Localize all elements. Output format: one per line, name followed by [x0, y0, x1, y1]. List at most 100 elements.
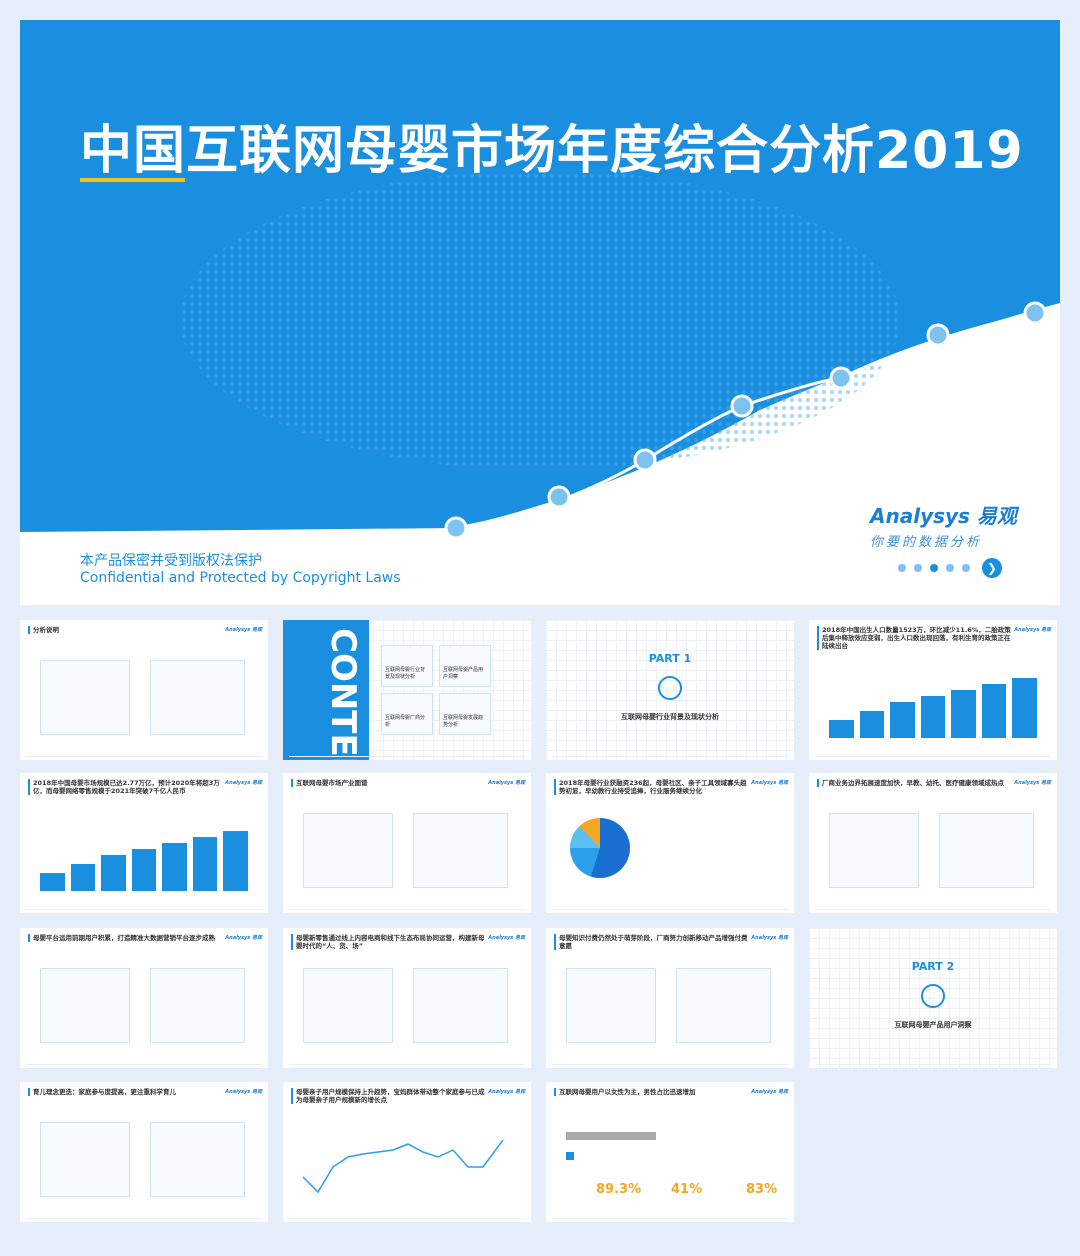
diagram-block [676, 968, 771, 1043]
part-label: PART 1 [648, 652, 692, 665]
slide-logo: Analysys 易观 [488, 1089, 525, 1095]
report-title: 中国互联网母婴市场年度综合分析2019 [80, 121, 1024, 181]
slide-title: 育儿理念更迭：家庭参与度提高，更注重科学育儿 [28, 1088, 226, 1096]
pager-dot[interactable] [914, 564, 922, 572]
diagram-block [40, 1122, 130, 1197]
diagram-block [150, 968, 245, 1043]
slide-thumbnail[interactable]: 互联网母婴用户以女性为主，男性占比迅速增加 Analysys 易观 89.3% 41%… [546, 1082, 794, 1222]
slide-thumbnail[interactable]: 分析说明 Analysys 易观 [20, 620, 268, 760]
copyright-cn: 本产品保密并受到版权法保护 [80, 553, 262, 569]
pager-dot-active[interactable] [930, 564, 938, 572]
contents-label: CONTENTS [283, 620, 369, 760]
slide-thumbnail[interactable]: CONTENTS 互联网母婴行业背景及现状分析 互联网母婴产品用户洞察 互联网母婴厂商… [283, 620, 531, 760]
slide-logo: Analysys 易观 [1014, 780, 1051, 786]
slide-footer [289, 909, 525, 910]
slide-title: 2018年母婴行业获融资236起，母婴社区、亲子工具领域寡头趋势初显，早幼教行业… [554, 779, 752, 795]
slide-logo: Analysys 易观 [225, 1089, 262, 1095]
logo-slogan: 你要的数据分析 [870, 535, 983, 550]
pie-graphic [570, 818, 630, 878]
diagram-block [303, 813, 393, 888]
contents-item: 互联网母婴厂商分析 [381, 693, 433, 735]
slide-thumbnail[interactable]: 2018年中国母婴市场规模已达2.77万亿，预计2020年将超3万亿，而母婴网络… [20, 773, 268, 913]
pager-dot[interactable] [898, 564, 906, 572]
slide-logo: Analysys 易观 [751, 935, 788, 941]
male-bar [566, 1152, 574, 1160]
title-underline [80, 178, 185, 182]
diagram-block [303, 968, 393, 1043]
slide-title: 母婴亲子用户规模保持上升趋势，宝妈群体带动整个家庭参与已成为母婴亲子用户规模新的… [291, 1088, 489, 1104]
slide-logo: Analysys 易观 [488, 935, 525, 941]
part-icon [921, 984, 945, 1008]
slide-title: 互联网母婴用户以女性为主，男性占比迅速增加 [554, 1088, 752, 1096]
slide-title: 2018年中国母婴市场规模已达2.77万亿，预计2020年将超3万亿，而母婴网络… [28, 779, 226, 795]
slide-title: 2018年中国出生人口数量1523万，环比减少11.6%，二胎政策后集中释放效应… [817, 626, 1015, 650]
slide-title: 母婴知识付费仍然处于萌芽阶段，厂商努力创新移动产品增强付费意愿 [554, 934, 752, 950]
cover-background [20, 20, 1060, 540]
slide-thumbnail[interactable]: 育儿理念更迭：家庭参与度提高，更注重科学育儿 Analysys 易观 [20, 1082, 268, 1222]
part-subtitle: 互联网母婴行业背景及现状分析 [621, 713, 719, 721]
slide-thumbnail[interactable]: PART 2 互联网母婴产品用户洞察 [809, 928, 1057, 1068]
copyright-en: Confidential and Protected by Copyright … [80, 570, 401, 586]
slide-title: 母婴新零售通过线上内容电商和线下生态布局协同运营，构建新母婴时代的“人、货、场” [291, 934, 489, 950]
bar-chart-graphic [829, 678, 1038, 738]
slide-footer [26, 1064, 262, 1065]
slide-title: 厂商业务边界拓展速度加快，早教、幼托、医疗健康领域成热点 [817, 779, 1015, 787]
pager-dot[interactable] [962, 564, 970, 572]
stat-value: 89.3% [596, 1182, 642, 1197]
slide-footer [26, 1218, 262, 1219]
stat-value: 83% [746, 1182, 778, 1197]
slide-footer [289, 1064, 525, 1065]
diagram-block [939, 813, 1034, 888]
slide-title: 分析说明 [28, 626, 226, 634]
slide-title: 母婴平台运用前期用户积累，打造精准大数据营销平台逐步成熟 [28, 934, 226, 942]
slide-thumbnail[interactable]: 2018年中国出生人口数量1523万，环比减少11.6%，二胎政策后集中释放效应… [809, 620, 1057, 760]
slide-logo: Analysys 易观 [488, 780, 525, 786]
slide-footer [26, 756, 262, 757]
diagram-block [40, 660, 130, 735]
diagram-block [829, 813, 919, 888]
slide-footer [815, 1064, 1051, 1065]
slide-thumbnail[interactable]: 互联网母婴市场产业图谱 Analysys 易观 [283, 773, 531, 913]
slide-logo: Analysys 易观 [1014, 627, 1051, 633]
contents-item: 互联网母婴发展趋势分析 [439, 693, 491, 735]
diagram-block [413, 968, 508, 1043]
slide-footer [552, 909, 788, 910]
logo-text: Analysys 易观 [870, 504, 1017, 528]
slide-thumbnail[interactable]: 2018年母婴行业获融资236起，母婴社区、亲子工具领域寡头趋势初显，早幼教行业… [546, 773, 794, 913]
part-label: PART 2 [911, 960, 955, 973]
diagram-block [413, 813, 508, 888]
slide-thumbnail[interactable]: 母婴亲子用户规模保持上升趋势，宝妈群体带动整个家庭参与已成为母婴亲子用户规模新的… [283, 1082, 531, 1222]
part-icon [658, 676, 682, 700]
slide-thumbnail[interactable]: 母婴知识付费仍然处于萌芽阶段，厂商努力创新移动产品增强付费意愿 Analysys … [546, 928, 794, 1068]
diagram-block [150, 1122, 245, 1197]
slide-footer [552, 1064, 788, 1065]
contents-item: 互联网母婴产品用户洞察 [439, 645, 491, 687]
slide-thumbnail[interactable]: PART 1 互联网母婴行业背景及现状分析 [546, 620, 794, 760]
slide-thumbnail[interactable]: 母婴新零售通过线上内容电商和线下生态布局协同运营，构建新母婴时代的“人、货、场”… [283, 928, 531, 1068]
next-arrow-icon[interactable]: ❯ [982, 558, 1002, 578]
line-chart-graphic [303, 1139, 504, 1194]
slide-title: 互联网母婴市场产业图谱 [291, 779, 489, 787]
slide-logo: Analysys 易观 [225, 627, 262, 633]
bar-chart-graphic [40, 831, 249, 891]
slide-logo: Analysys 易观 [225, 780, 262, 786]
slide-footer [815, 909, 1051, 910]
slide-footer [552, 1218, 788, 1219]
slide-thumbnail[interactable]: 母婴平台运用前期用户积累，打造精准大数据营销平台逐步成熟 Analysys 易观 [20, 928, 268, 1068]
slide-footer [815, 756, 1051, 757]
diagram-block [150, 660, 245, 735]
slide-thumbnail[interactable]: 厂商业务边界拓展速度加快，早教、幼托、医疗健康领域成热点 Analysys 易观 [809, 773, 1057, 913]
diagram-block [40, 968, 130, 1043]
part-subtitle: 互联网母婴产品用户洞察 [894, 1021, 972, 1029]
slide-footer [289, 1218, 525, 1219]
diagram-block [566, 968, 656, 1043]
slide-footer [552, 756, 788, 757]
cover-slide: 中国互联网母婴市场年度综合分析2019 本产品保密并受到版权法保护 Confid… [20, 20, 1060, 605]
female-bar [566, 1132, 656, 1140]
slide-logo: Analysys 易观 [225, 935, 262, 941]
slide-footer [289, 756, 525, 757]
slide-pager: ❯ [898, 558, 1002, 578]
slide-footer [26, 909, 262, 910]
pager-dot[interactable] [946, 564, 954, 572]
slide-logo: Analysys 易观 [751, 1089, 788, 1095]
